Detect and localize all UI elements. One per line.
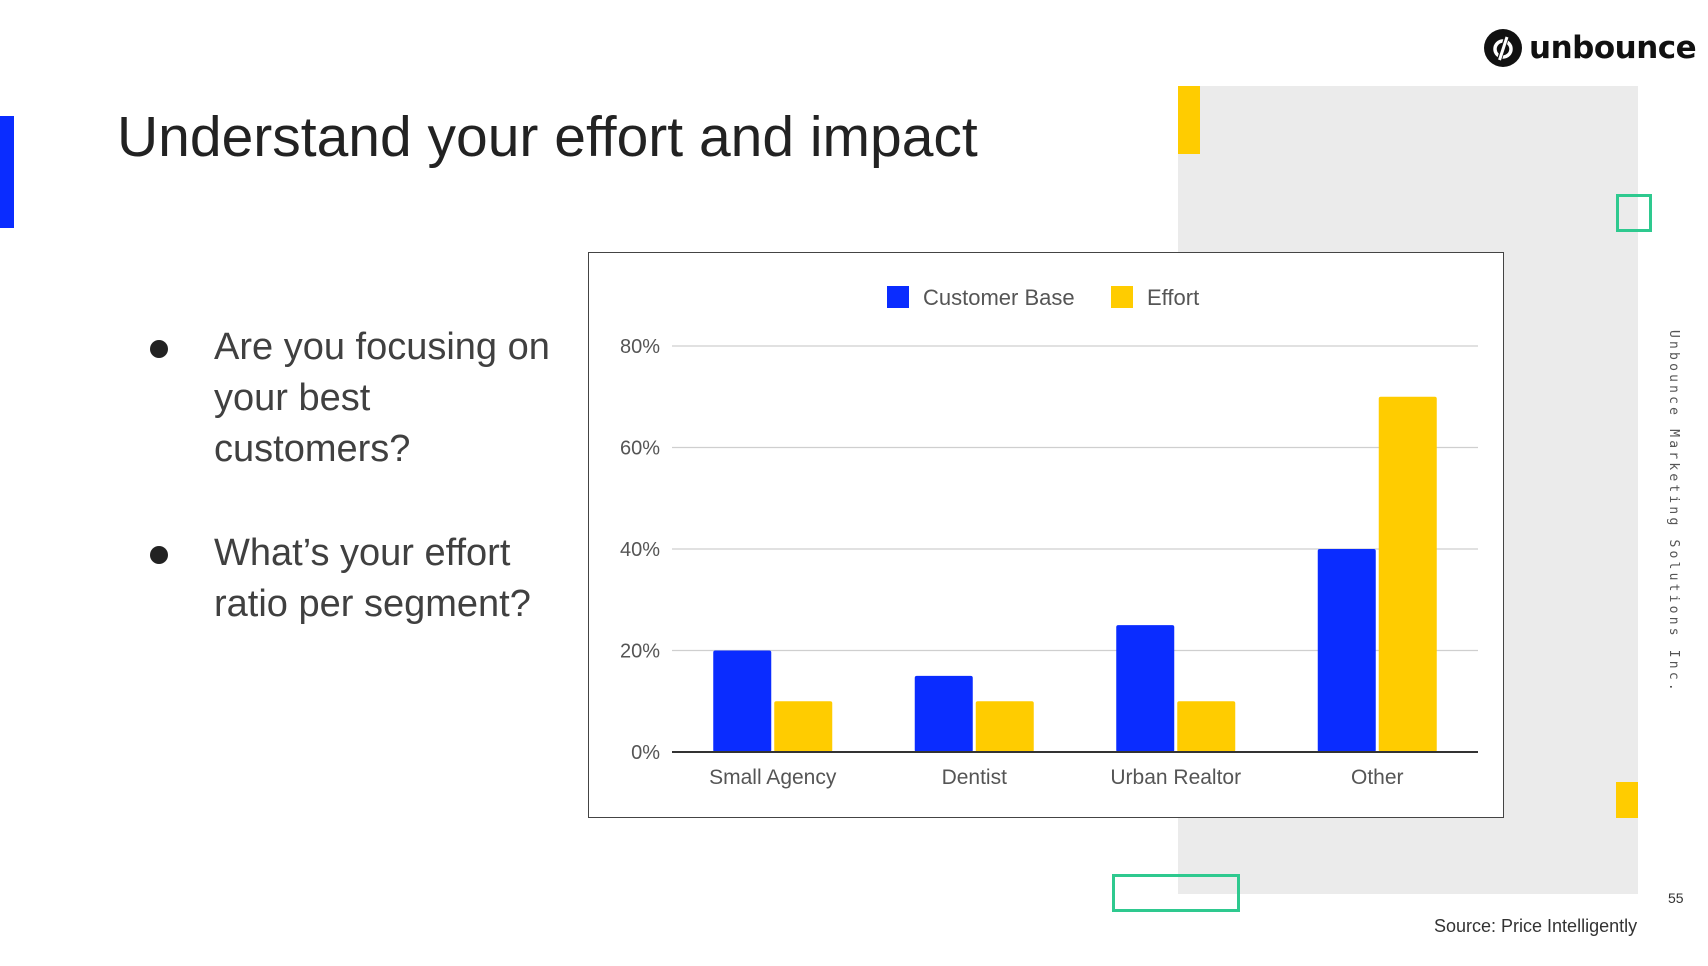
- bullet-item-1: Are you focusing on your best customers?: [150, 322, 570, 482]
- bar-customer-base: [1116, 625, 1175, 752]
- bar-effort: [1177, 701, 1236, 752]
- legend-swatch-customer-base: [887, 286, 909, 308]
- yellow-accent-bottom: [1616, 782, 1638, 818]
- legend-swatch-effort: [1111, 286, 1133, 308]
- bullet-text: What’s your effort ratio per segment?: [214, 532, 531, 625]
- chart-canvas: 0% 20% 40% 60% 80% Small Agency Dentist Urban R…: [620, 285, 1478, 789]
- bar-chart: 0% 20% 40% 60% 80% Small Agency Dentist Urban R…: [588, 252, 1504, 818]
- left-accent-bar: [0, 116, 14, 228]
- green-accent-rectangle: [1112, 874, 1240, 912]
- x-tick-label: Dentist: [942, 766, 1008, 789]
- bar-customer-base: [1317, 549, 1376, 752]
- x-tick-label: Urban Realtor: [1110, 766, 1241, 789]
- bullet-dot: [150, 546, 168, 564]
- unbounce-logo-icon: [1484, 29, 1522, 67]
- bullet-dot: [150, 340, 168, 358]
- bar-effort: [774, 701, 833, 752]
- unbounce-logo: unbounce: [1483, 28, 1697, 68]
- x-tick-label: Small Agency: [709, 766, 837, 789]
- company-side-text: Unbounce Marketing Solutions Inc.: [1666, 330, 1681, 694]
- y-tick-label: 0%: [631, 742, 660, 764]
- y-tick-label: 40%: [620, 539, 660, 561]
- bar-effort: [1378, 396, 1437, 752]
- page-number: 55: [1668, 890, 1684, 906]
- legend-label: Effort: [1147, 285, 1199, 310]
- logo-wordmark: unbounce: [1529, 30, 1697, 66]
- x-tick-label: Other: [1351, 766, 1404, 789]
- y-tick-label: 60%: [620, 438, 660, 460]
- bullet-text: Are you focusing on your best customers?: [214, 326, 550, 470]
- source-note: Source: Price Intelligently: [1434, 916, 1638, 936]
- bar-customer-base: [914, 675, 973, 752]
- slide-title: Understand your effort and impact: [117, 105, 978, 169]
- bar-effort: [975, 701, 1034, 752]
- bar-customer-base: [713, 650, 772, 752]
- yellow-accent-top: [1178, 86, 1200, 154]
- y-tick-label: 20%: [620, 641, 660, 663]
- bullet-item-2: What’s your effort ratio per segment?: [150, 528, 570, 688]
- legend-label: Customer Base: [923, 285, 1075, 310]
- y-tick-label: 80%: [620, 336, 660, 358]
- green-accent-square: [1616, 194, 1652, 232]
